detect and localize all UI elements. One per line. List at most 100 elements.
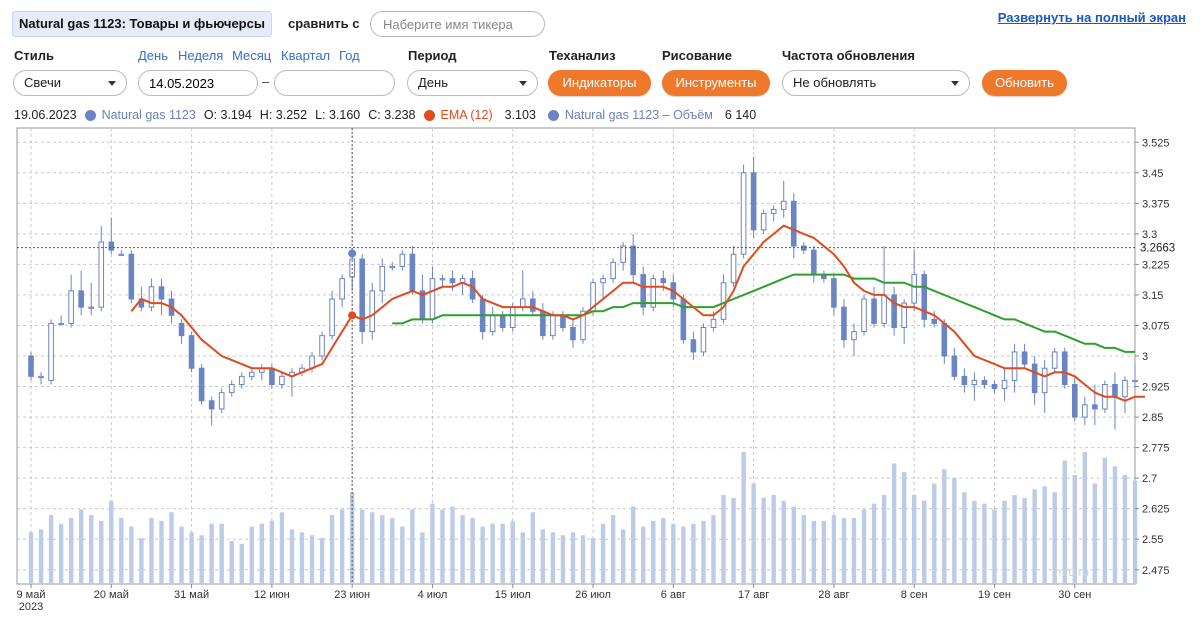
candle-body [269, 367, 275, 385]
candle-body [610, 261, 616, 280]
volume-bar [982, 503, 987, 584]
volume-bar [440, 509, 445, 584]
y-tick-label: 3.525 [1142, 137, 1170, 149]
volume-bar [500, 523, 505, 584]
candle-body [28, 355, 34, 377]
volume-bar [630, 506, 636, 584]
period-select[interactable]: День [407, 70, 538, 96]
indicators-button[interactable]: Индикаторы [548, 70, 651, 96]
candle-body [509, 306, 516, 328]
volume-bar [319, 538, 325, 584]
candle-body [48, 322, 54, 381]
candle-body [1092, 404, 1098, 410]
candle-body [861, 298, 867, 333]
volume-bar [891, 463, 897, 584]
refresh-frequency-select[interactable]: Не обновлять [782, 70, 970, 96]
price-chart[interactable]: 3.525 3.45 3.375 3.3 3.225 3.15 3.075 3 2.925 2.8… [0, 124, 1200, 617]
candle-body [309, 355, 315, 369]
volume-bar [289, 529, 295, 584]
period-link-month[interactable]: Месяц [232, 48, 272, 63]
volume-bar [510, 520, 515, 584]
candle-body [68, 290, 74, 324]
refresh-frequency-label: Частота обновления [782, 48, 915, 63]
candle-body [650, 278, 657, 308]
volume-bar [89, 515, 94, 584]
volume-bar [490, 523, 495, 584]
ticker-search-input[interactable] [370, 11, 545, 37]
candle-body [128, 253, 135, 300]
period-link-week[interactable]: Неделя [178, 48, 224, 63]
period-link-year[interactable]: Год [339, 48, 360, 63]
volume-bar [711, 515, 716, 584]
y-tick-label: 2.925 [1142, 382, 1170, 394]
date-separator: – [262, 74, 270, 89]
fullscreen-link[interactable]: Развернуть на полный экран [997, 10, 1186, 25]
period-link-day[interactable]: День [138, 48, 168, 63]
volume-bar [831, 515, 837, 584]
volume-bar [1062, 460, 1067, 584]
volume-bar [229, 540, 234, 584]
y-tick-label: 3.225 [1142, 259, 1170, 271]
volume-bar [1012, 495, 1017, 584]
candle-body [359, 258, 365, 333]
volume-bar [349, 492, 355, 584]
update-button[interactable]: Обновить [982, 70, 1067, 96]
y-tick-label: 3.15 [1142, 290, 1163, 302]
volume-bar [1032, 489, 1037, 584]
volume-bar [881, 495, 887, 584]
candle-body [148, 286, 155, 308]
volume-bar [922, 500, 927, 584]
period-link-quarter[interactable]: Квартал [281, 48, 331, 63]
date-to-input[interactable] [274, 70, 395, 96]
x-tick-label: 8 сен [901, 589, 928, 601]
candle-body [319, 335, 325, 357]
volume-bar [1112, 466, 1118, 584]
long-ema-line [392, 273, 1135, 353]
volume-bar [731, 497, 736, 584]
volume-bar [610, 515, 616, 584]
candle-body [620, 245, 626, 263]
volume-bar [701, 520, 706, 584]
volume-bar [600, 523, 606, 584]
volume-bar [219, 523, 224, 584]
tools-button[interactable]: Инструменты [662, 70, 770, 96]
chart-grid [16, 127, 1136, 585]
techanalysis-label: Теханализ [549, 48, 616, 63]
candle-body [891, 294, 897, 329]
volume-bar [209, 523, 214, 584]
volume-bar [992, 509, 997, 584]
candle-body [931, 318, 938, 324]
legend-high: H: 3.252 [259, 108, 308, 122]
date-from-input[interactable] [138, 70, 258, 96]
candle-body [811, 249, 817, 276]
volume-bar [249, 526, 254, 584]
chart-legend: 19.06.2023 Natural gas 1123 O: 3.194 H: … [14, 108, 764, 122]
style-select[interactable]: Свечи [13, 70, 127, 96]
candle-body [790, 200, 797, 247]
volume-bar [1072, 474, 1077, 584]
volume-dot-icon [547, 109, 559, 121]
volume-bar [661, 518, 666, 584]
y-tick-label: 3.375 [1142, 198, 1170, 210]
candle-body [1061, 351, 1068, 386]
candle-body [770, 208, 777, 215]
volume-bar [169, 512, 174, 584]
candle-body [961, 375, 968, 386]
volume-bar [360, 509, 365, 584]
watermark: mfd.ru [1055, 565, 1089, 579]
volume-bar [691, 523, 696, 584]
candle-body [38, 375, 44, 379]
volume-bar [651, 520, 656, 584]
legend-close: C: 3.238 [368, 108, 416, 122]
compare-label: сравнить с [288, 16, 360, 31]
candle-body [249, 371, 255, 377]
candle-body [730, 253, 737, 284]
period-select-value: День [418, 75, 448, 90]
volume-bar [279, 512, 285, 584]
volume-bar [38, 529, 44, 584]
candle-body [238, 375, 245, 386]
volume-bar [741, 452, 746, 584]
indicator-lines [17, 128, 1145, 584]
volume-bar [912, 495, 917, 584]
style-select-value: Свечи [24, 75, 61, 90]
